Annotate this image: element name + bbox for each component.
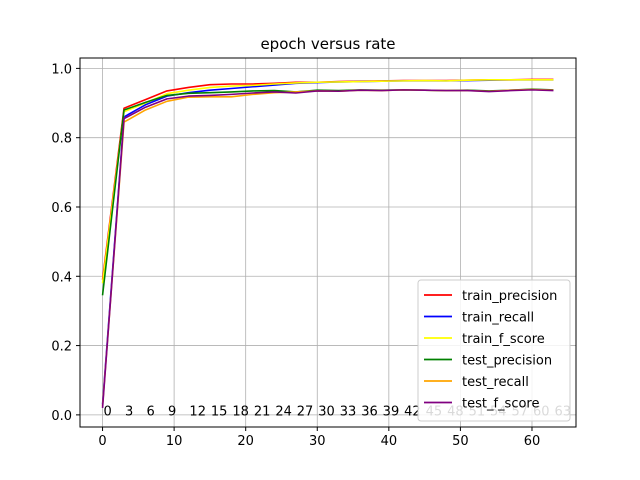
x-tick-label: 40 — [381, 434, 398, 449]
legend-box — [417, 279, 571, 422]
x-tick-label: 20 — [237, 434, 254, 449]
y-tick-label: 0.8 — [51, 132, 72, 147]
y-tick-label: 1.0 — [51, 62, 72, 77]
legend-label-train-f-score: train_f_score — [462, 332, 545, 347]
legend-label-test-recall: test_recall — [462, 375, 529, 390]
x-tick-label: 50 — [452, 434, 469, 449]
y-tick-label: 0.6 — [51, 201, 72, 216]
legend[interactable]: train_precision train_recall train_f_score… — [417, 279, 571, 422]
x-tick-label: 30 — [309, 434, 326, 449]
legend-label-train-precision: train_precision — [462, 289, 557, 304]
x-tick-label: 60 — [524, 434, 541, 449]
annotation-label: 24 — [275, 405, 292, 420]
annotation-label: 9 — [168, 405, 176, 420]
annotation-label: 15 — [211, 405, 228, 420]
x-axis: 0 10 20 30 40 50 60 — [98, 427, 540, 449]
annotation-label: 3 — [125, 405, 133, 420]
legend-label-test-f-score: test_f_score — [462, 397, 539, 412]
legend-label-train-recall: train_recall — [462, 311, 534, 326]
x-tick-label: 0 — [98, 434, 106, 449]
y-tick-label: 0.2 — [51, 340, 72, 355]
annotation-label: 18 — [232, 405, 249, 420]
chart-title: epoch versus rate — [260, 35, 395, 53]
y-tick-label: 0.0 — [51, 409, 72, 424]
annotation-label: 12 — [189, 405, 206, 420]
annotation-label: 36 — [361, 405, 378, 420]
y-axis: 0.0 0.2 0.4 0.6 0.8 1.0 — [51, 62, 80, 424]
annotation-label: 0 — [104, 405, 112, 420]
annotation-label: 21 — [254, 405, 271, 420]
legend-label-test-precision: test_precision — [462, 354, 552, 369]
annotation-label: 27 — [297, 405, 314, 420]
x-tick-label: 10 — [166, 434, 183, 449]
grid — [80, 58, 576, 427]
annotation-label: 42 — [404, 405, 421, 420]
annotation-label: 6 — [146, 405, 154, 420]
series-lines — [101, 78, 554, 408]
series-line-test-f-score — [101, 89, 554, 408]
annotation-label: 33 — [340, 405, 357, 420]
plot-frame — [79, 57, 577, 428]
series-line-train-f-score — [101, 79, 554, 284]
annotation-label: 30 — [318, 405, 335, 420]
annotation-label: 39 — [383, 405, 400, 420]
y-tick-label: 0.4 — [51, 270, 72, 285]
